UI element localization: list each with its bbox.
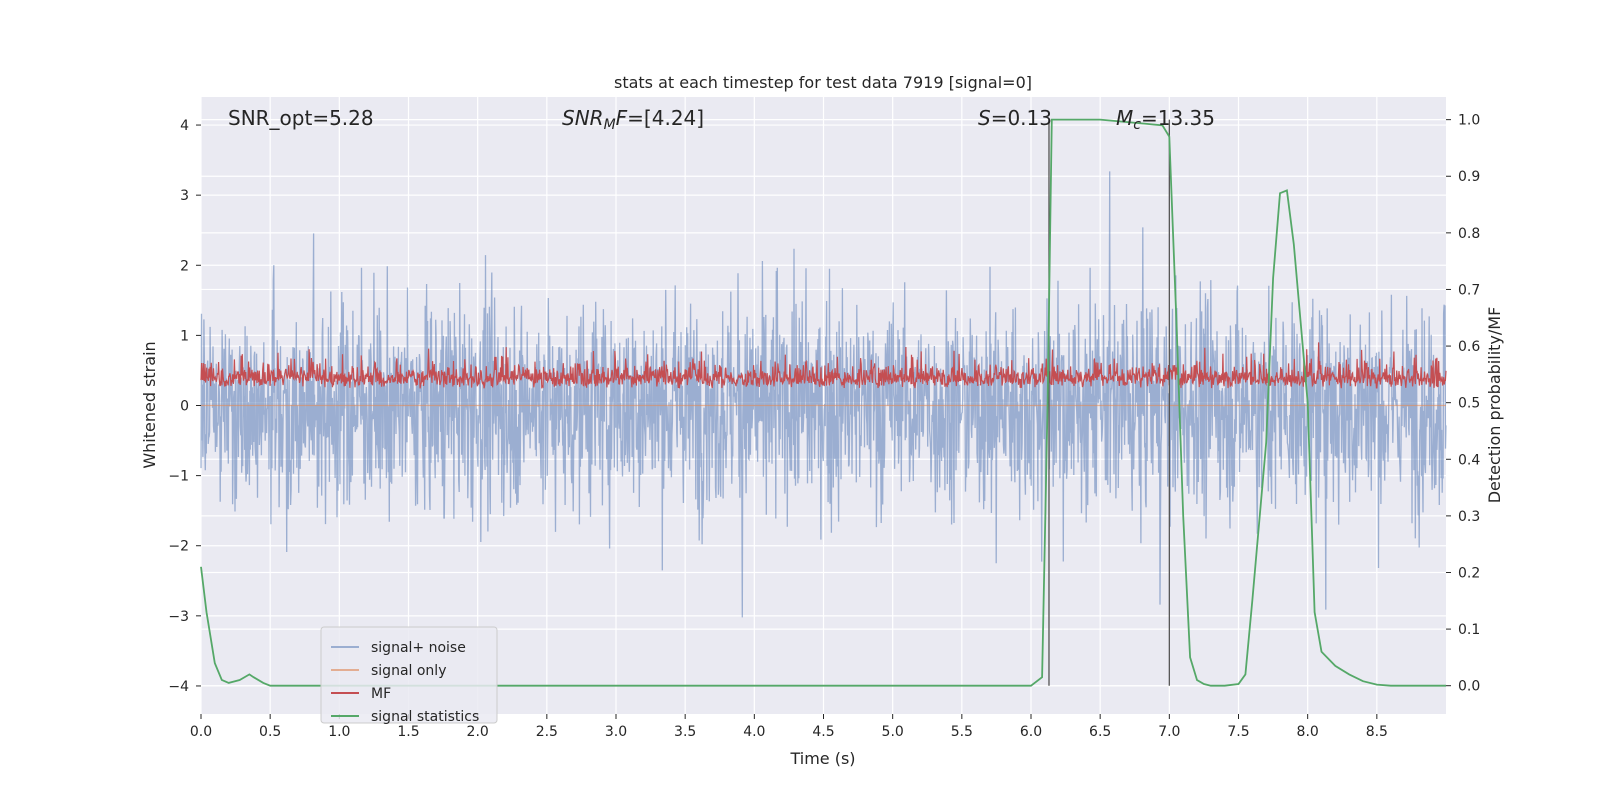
y-tick-label: 2 [180, 258, 189, 274]
x-tick-label: 6.0 [1020, 724, 1042, 740]
y-tick-label: 4 [180, 118, 189, 134]
y-right-tick-label: 0.9 [1458, 169, 1480, 185]
y-right-axis-label: Detection probability/MF [1485, 307, 1504, 504]
legend-label: MF [371, 686, 391, 702]
mf-series [200, 342, 1447, 389]
x-tick-label: 7.0 [1158, 724, 1180, 740]
y-axis-ticks: 4 3 2 1 0 −1 −2 −3 −4 [168, 118, 201, 695]
y-right-tick-label: 0.0 [1458, 679, 1480, 695]
y-right-tick-label: 0.8 [1458, 226, 1480, 242]
chart-title: stats at each timestep for test data 791… [614, 73, 1032, 92]
signal-noise-series [200, 171, 1447, 618]
annotation-s-stat: S=0.13 [978, 106, 1052, 130]
annotation-mc: Mc=13.35 [1116, 106, 1215, 133]
y-right-tick-label: 1.0 [1458, 113, 1480, 129]
x-tick-label: 2.5 [536, 724, 558, 740]
marker-vlines [1048, 119, 1170, 686]
y-tick-label: −4 [168, 679, 189, 695]
x-tick-label: 6.5 [1089, 724, 1111, 740]
signal-statistics-series [200, 118, 1446, 687]
x-tick-label: 0.5 [259, 724, 281, 740]
x-tick-label: 4.5 [812, 724, 834, 740]
x-tick-label: 8.0 [1297, 724, 1319, 740]
x-tick-label: 8.5 [1366, 724, 1388, 740]
x-tick-label: 3.0 [605, 724, 627, 740]
y-right-tick-label: 0.4 [1458, 452, 1480, 468]
x-tick-label: 2.0 [467, 724, 489, 740]
annotation-snr-mf: SNRMF=[4.24] [562, 106, 704, 133]
legend-label: signal only [371, 663, 446, 679]
annotations: SNR_opt=5.28 SNRMF=[4.24] S=0.13 Mc=13.35 [228, 106, 1215, 133]
x-tick-label: 3.5 [674, 724, 696, 740]
signal-statistics-line [200, 118, 1446, 687]
x-tick-label: 1.5 [397, 724, 419, 740]
legend-label: signal+ noise [371, 640, 466, 656]
x-tick-label: 4.0 [743, 724, 765, 740]
signal-noise-line [200, 171, 1447, 618]
y-right-tick-label: 0.5 [1458, 396, 1480, 412]
x-axis-label: Time (s) [789, 749, 855, 768]
legend: signal+ noise signal only MF signal statist… [320, 626, 498, 725]
mf-line [200, 342, 1447, 389]
y-tick-label: 0 [180, 399, 189, 415]
x-tick-label: 1.0 [328, 724, 350, 740]
x-tick-label: 0.0 [190, 724, 212, 740]
y-tick-label: 1 [180, 328, 189, 344]
y-right-tick-label: 0.2 [1458, 565, 1480, 581]
x-tick-label: 5.0 [882, 724, 904, 740]
x-axis-ticks: 0.0 0.5 1.0 1.5 2.0 2.5 3.0 3.5 4.0 4.5 5.0 5.5 6.0 6… [190, 714, 1388, 740]
y-right-tick-label: 0.7 [1458, 282, 1480, 298]
y-tick-label: −1 [168, 469, 189, 485]
y-tick-label: 3 [180, 188, 189, 204]
legend-box [320, 626, 498, 724]
y-tick-label: −2 [168, 539, 189, 555]
legend-label: signal statistics [371, 709, 479, 725]
y-tick-label: −3 [168, 609, 189, 625]
y-right-tick-label: 0.6 [1458, 339, 1480, 355]
y-right-axis-ticks: 1.0 0.9 0.8 0.7 0.6 0.5 0.4 0.3 0.2 0.1 0.0 [1446, 113, 1480, 695]
x-tick-label: 5.5 [951, 724, 973, 740]
x-tick-label: 7.5 [1227, 724, 1249, 740]
y-right-tick-label: 0.1 [1458, 622, 1480, 638]
y-axis-label: Whitened strain [140, 341, 159, 468]
y-right-tick-label: 0.3 [1458, 509, 1480, 525]
annotation-snr-opt: SNR_opt=5.28 [228, 106, 374, 130]
